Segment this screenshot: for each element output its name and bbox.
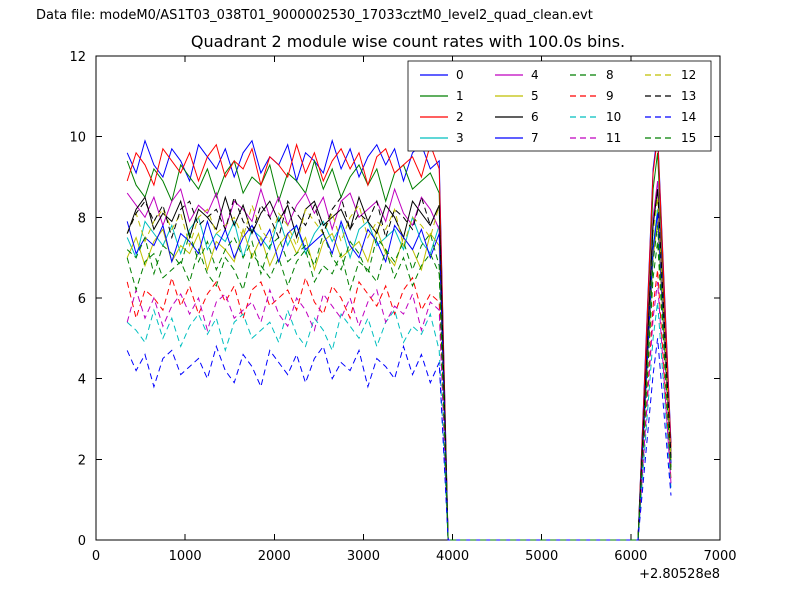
series-line-15 <box>126 241 672 541</box>
chart-title: Quadrant 2 module wise count rates with … <box>190 32 626 51</box>
x-tick-label: 1000 <box>169 549 202 564</box>
legend-label-7: 7 <box>531 131 539 145</box>
legend-label-3: 3 <box>456 131 464 145</box>
legend-label-5: 5 <box>531 89 539 103</box>
legend-label-15: 15 <box>681 131 696 145</box>
x-tick-label: 2000 <box>258 549 291 564</box>
legend-label-9: 9 <box>606 89 614 103</box>
x-tick-label: 4000 <box>436 549 469 564</box>
series-line-5 <box>126 221 672 541</box>
series-line-4 <box>126 180 672 541</box>
series-line-7 <box>126 213 672 541</box>
y-tick-label: 6 <box>78 292 86 307</box>
x-axis-offset-label: +2.80528e8 <box>639 567 720 582</box>
y-tick-label: 10 <box>69 131 86 146</box>
x-tick-label: 7000 <box>703 549 736 564</box>
y-tick-label: 2 <box>78 453 86 468</box>
legend-label-10: 10 <box>606 110 621 124</box>
series-line-14 <box>126 338 672 541</box>
legend-box <box>407 60 712 152</box>
legend-label-8: 8 <box>606 68 614 82</box>
y-tick-label: 8 <box>78 211 86 226</box>
legend-label-4: 4 <box>531 68 539 82</box>
series-line-2 <box>126 136 672 541</box>
series-line-8 <box>126 225 672 541</box>
legend-label-13: 13 <box>681 89 696 103</box>
legend-label-6: 6 <box>531 110 539 124</box>
legend-label-14: 14 <box>681 110 696 124</box>
y-tick-label: 0 <box>78 534 86 549</box>
series-line-12 <box>126 197 672 541</box>
legend-label-1: 1 <box>456 89 464 103</box>
legend-label-12: 12 <box>681 68 696 82</box>
x-tick-label: 0 <box>92 549 100 564</box>
series-line-9 <box>126 269 672 541</box>
series-line-11 <box>126 281 672 541</box>
series-line-6 <box>126 189 672 541</box>
series-line-13 <box>126 189 672 541</box>
x-tick-label: 5000 <box>525 549 558 564</box>
data-file-label: Data file: modeM0/AS1T03_038T01_90000025… <box>36 8 593 23</box>
series-line-0 <box>126 132 672 541</box>
legend-label-11: 11 <box>606 131 621 145</box>
legend-label-2: 2 <box>456 110 464 124</box>
y-tick-label: 4 <box>78 373 86 388</box>
x-tick-label: 3000 <box>347 549 380 564</box>
y-tick-label: 12 <box>69 50 86 65</box>
legend-label-0: 0 <box>456 68 464 82</box>
series-line-10 <box>126 301 672 541</box>
x-tick-label: 6000 <box>614 549 647 564</box>
